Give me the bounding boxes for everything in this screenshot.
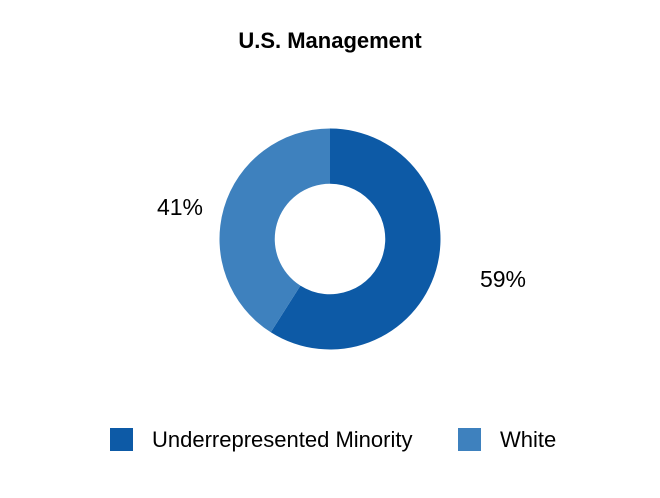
donut-slice-underrepresented-minority [270,128,441,350]
legend-swatch-white [458,428,481,451]
donut-slice-white [219,128,330,333]
chart-title: U.S. Management [238,28,422,53]
data-label-white-percent: 41% [156,194,204,220]
data-label-urm-percent: 59% [479,266,527,292]
donut-chart [219,128,441,350]
legend-label-underrepresented-minority: Underrepresented Minority [152,427,413,452]
legend-item-white: White [458,428,556,451]
legend-label-white: White [500,427,557,452]
legend-swatch-underrepresented-minority [110,428,133,451]
legend-item-underrepresented-minority: Underrepresented Minority [110,428,412,451]
